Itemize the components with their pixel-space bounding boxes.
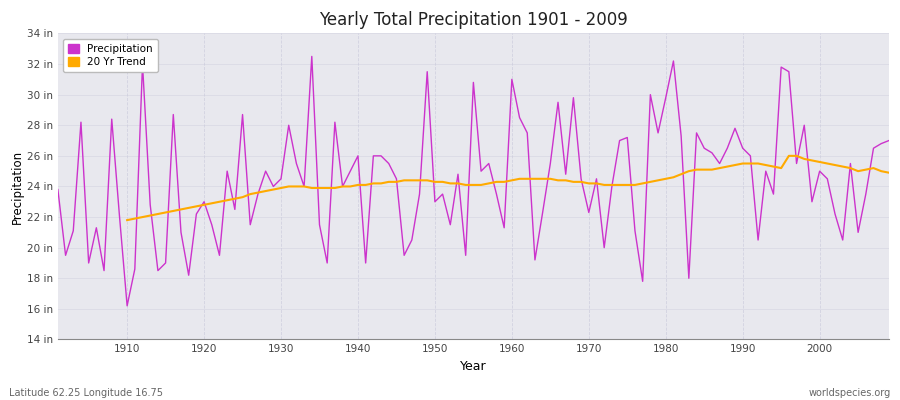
20 Yr Trend	[122, 218, 132, 222]
20 Yr Trend	[268, 187, 279, 192]
Precipitation	[114, 213, 125, 218]
20 Yr Trend	[299, 184, 310, 189]
Line: 20 Yr Trend: 20 Yr Trend	[127, 156, 889, 220]
Text: worldspecies.org: worldspecies.org	[809, 388, 891, 398]
Precipitation	[614, 138, 625, 143]
20 Yr Trend	[884, 170, 895, 175]
Line: Precipitation: Precipitation	[58, 56, 889, 306]
Title: Yearly Total Precipitation 1901 - 2009: Yearly Total Precipitation 1901 - 2009	[319, 11, 628, 29]
Precipitation	[522, 130, 533, 135]
Precipitation	[514, 115, 525, 120]
Precipitation	[52, 187, 63, 192]
Precipitation	[291, 161, 302, 166]
Text: Latitude 62.25 Longitude 16.75: Latitude 62.25 Longitude 16.75	[9, 388, 163, 398]
20 Yr Trend	[830, 163, 841, 168]
20 Yr Trend	[784, 154, 795, 158]
Y-axis label: Precipitation: Precipitation	[11, 149, 24, 224]
Precipitation	[884, 138, 895, 143]
20 Yr Trend	[514, 176, 525, 181]
X-axis label: Year: Year	[460, 360, 487, 373]
Legend: Precipitation, 20 Yr Trend: Precipitation, 20 Yr Trend	[63, 39, 158, 72]
Precipitation	[306, 54, 317, 59]
20 Yr Trend	[576, 180, 587, 184]
20 Yr Trend	[852, 169, 863, 174]
Precipitation	[122, 304, 132, 308]
Precipitation	[345, 169, 356, 174]
